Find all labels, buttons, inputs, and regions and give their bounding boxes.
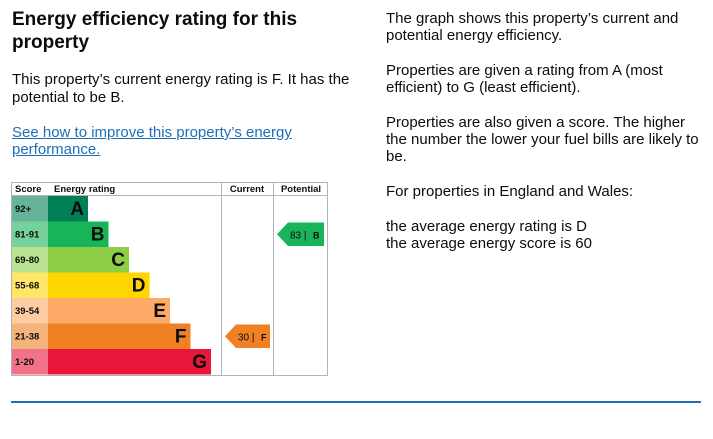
- band-score-cell-c: [12, 247, 49, 273]
- header-potential: Potential: [281, 184, 321, 195]
- current-letter: F: [261, 332, 267, 342]
- explanation-score: Properties are also given a score. The h…: [386, 114, 699, 165]
- average-score: the average energy score is 60: [386, 235, 592, 252]
- improve-performance-link[interactable]: See how to improve this property’s energ…: [12, 124, 292, 158]
- header-energy-rating: Energy rating: [54, 184, 115, 195]
- band-score-g: 1-20: [15, 357, 34, 368]
- band-score-cell-d: [12, 272, 49, 298]
- header-score: Score: [15, 184, 41, 195]
- band-score-cell-g: [12, 349, 49, 375]
- explanation-rating: Properties are given a rating from A (mo…: [386, 62, 663, 96]
- band-score-cell-b: [12, 221, 49, 247]
- current-score: 30 |: [238, 332, 255, 343]
- band-score-e: 39-54: [15, 306, 40, 317]
- band-bar-e: [48, 298, 170, 324]
- band-score-cell-e: [12, 298, 49, 324]
- band-letter-e: E: [153, 301, 166, 322]
- band-bar-a: [48, 196, 88, 222]
- band-score-cell-f: [12, 323, 49, 349]
- rating-summary-text: This property’s current energy rating is…: [12, 71, 350, 106]
- page-title: Energy efficiency rating for this proper…: [12, 9, 298, 53]
- current-rating-marker: [225, 324, 270, 348]
- band-score-f: 21-38: [15, 332, 39, 343]
- rating-explanation: The graph shows this property’s current …: [386, 10, 708, 252]
- band-score-d: 55-68: [15, 281, 39, 292]
- band-bar-f: [48, 323, 191, 349]
- potential-score: 83 |: [290, 230, 307, 241]
- band-letter-c: C: [111, 250, 125, 271]
- explanation-region: For properties in England and Wales:: [386, 183, 634, 200]
- band-letter-d: D: [132, 276, 146, 297]
- band-bar-b: [48, 221, 109, 247]
- explanation-graph: The graph shows this property’s current …: [386, 10, 679, 44]
- band-bar-g: [48, 349, 211, 375]
- band-letter-g: G: [192, 352, 207, 373]
- average-rating: the average energy rating is D: [386, 218, 587, 235]
- band-bar-c: [48, 247, 129, 273]
- band-bar-d: [48, 272, 150, 298]
- band-letter-f: F: [175, 327, 187, 348]
- band-score-b: 81-91: [15, 230, 40, 241]
- potential-rating-marker: [277, 222, 324, 246]
- band-score-a: 92+: [15, 204, 32, 215]
- energy-rating-graph: Score Energy rating Current Potential 92+ A 81…: [11, 182, 328, 376]
- rating-summary: Energy efficiency rating for this proper…: [12, 8, 352, 158]
- header-current: Current: [230, 184, 265, 195]
- band-score-c: 69-80: [15, 255, 39, 266]
- energy-rating-chart: Score Energy rating Current Potential 92+ A 81…: [11, 182, 328, 376]
- band-score-cell-a: [12, 196, 49, 222]
- band-letter-a: A: [70, 199, 84, 220]
- section-divider: [11, 401, 701, 403]
- band-letter-b: B: [91, 225, 105, 246]
- potential-letter: B: [313, 230, 320, 240]
